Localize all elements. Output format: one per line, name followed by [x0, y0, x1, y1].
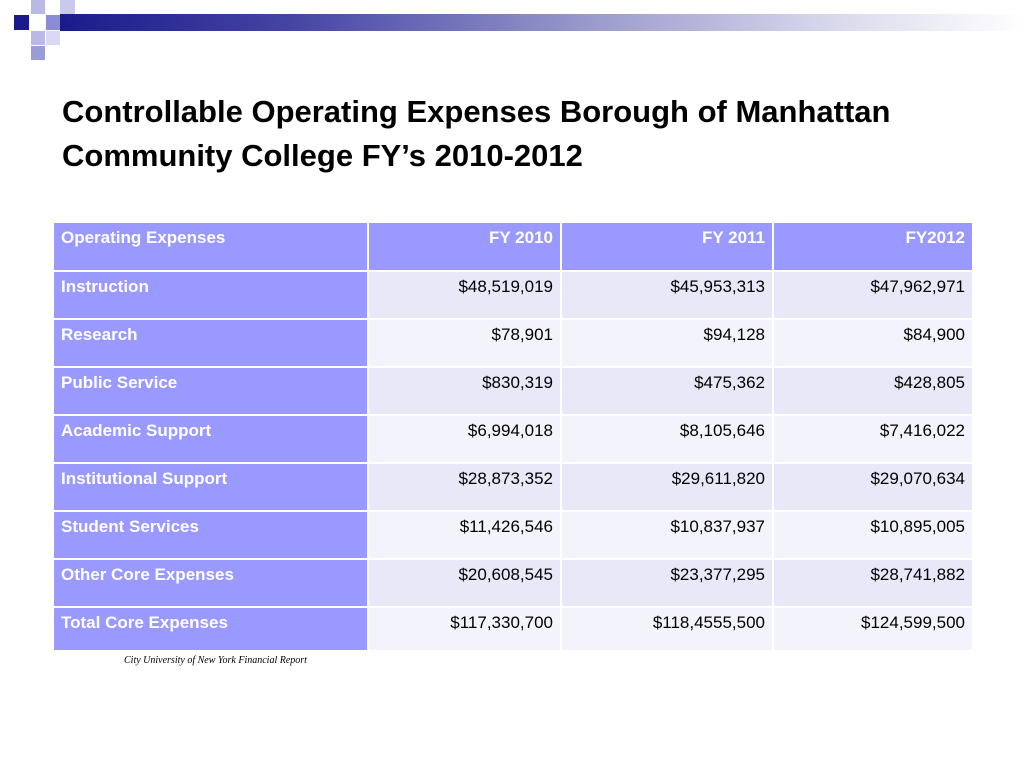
- decor-square-pale: [60, 0, 75, 15]
- cell-fy2010: $48,519,019: [367, 270, 562, 320]
- cell-fy2010: $78,901: [367, 318, 562, 368]
- row-label: Student Services: [52, 510, 369, 560]
- cell-fy2010: $20,608,545: [367, 558, 562, 608]
- row-label: Total Core Expenses: [52, 606, 369, 652]
- cell-fy2010: $6,994,018: [367, 414, 562, 464]
- table-row: Other Core Expenses $20,608,545 $23,377,…: [52, 558, 974, 608]
- row-label: Public Service: [52, 366, 369, 416]
- cell-fy2012: $47,962,971: [772, 270, 974, 320]
- row-label: Academic Support: [52, 414, 369, 464]
- cell-fy2012: $7,416,022: [772, 414, 974, 464]
- decor-square-mid: [31, 46, 45, 60]
- cell-fy2012: $29,070,634: [772, 462, 974, 512]
- table-row: Student Services $11,426,546 $10,837,937…: [52, 510, 974, 560]
- cell-fy2011: $94,128: [560, 318, 774, 368]
- cell-fy2011: $29,611,820: [560, 462, 774, 512]
- cell-fy2010: $117,330,700: [367, 606, 562, 652]
- row-label: Instruction: [52, 270, 369, 320]
- cell-fy2012: $10,895,005: [772, 510, 974, 560]
- cell-fy2011: $23,377,295: [560, 558, 774, 608]
- table-row-total: Total Core Expenses $117,330,700 $118,45…: [52, 606, 974, 652]
- cell-fy2011: $475,362: [560, 366, 774, 416]
- row-label: Institutional Support: [52, 462, 369, 512]
- header-fy2012: FY2012: [772, 221, 974, 272]
- table-row: Instruction $48,519,019 $45,953,313 $47,…: [52, 270, 974, 320]
- decor-square-dark: [14, 15, 29, 30]
- cell-fy2010: $11,426,546: [367, 510, 562, 560]
- table-header-row: Operating Expenses FY 2010 FY 2011 FY201…: [52, 221, 974, 272]
- decor-square-mid: [46, 15, 60, 30]
- table-row: Institutional Support $28,873,352 $29,61…: [52, 462, 974, 512]
- source-note: City University of New York Financial Re…: [124, 655, 307, 666]
- cell-fy2012: $124,599,500: [772, 606, 974, 652]
- cell-fy2011: $10,837,937: [560, 510, 774, 560]
- cell-fy2012: $84,900: [772, 318, 974, 368]
- cell-fy2011: $8,105,646: [560, 414, 774, 464]
- decor-square-light: [31, 31, 45, 45]
- decor-square-pale: [46, 31, 60, 45]
- cell-fy2011: $45,953,313: [560, 270, 774, 320]
- cell-fy2010: $830,319: [367, 366, 562, 416]
- header-fy2011: FY 2011: [560, 221, 774, 272]
- row-label: Other Core Expenses: [52, 558, 369, 608]
- cell-fy2012: $428,805: [772, 366, 974, 416]
- table-row: Public Service $830,319 $475,362 $428,80…: [52, 366, 974, 416]
- row-label: Research: [52, 318, 369, 368]
- expenses-table: Operating Expenses FY 2010 FY 2011 FY201…: [52, 221, 974, 652]
- header-fy2010: FY 2010: [367, 221, 562, 272]
- table-row: Academic Support $6,994,018 $8,105,646 $…: [52, 414, 974, 464]
- cell-fy2012: $28,741,882: [772, 558, 974, 608]
- decor-square-light: [31, 0, 45, 14]
- cell-fy2010: $28,873,352: [367, 462, 562, 512]
- cell-fy2011: $118,4555,500: [560, 606, 774, 652]
- header-operating-expenses: Operating Expenses: [52, 221, 369, 272]
- decor-gradient-bar: [60, 14, 1024, 31]
- table-row: Research $78,901 $94,128 $84,900: [52, 318, 974, 368]
- slide-title: Controllable Operating Expenses Borough …: [62, 94, 891, 173]
